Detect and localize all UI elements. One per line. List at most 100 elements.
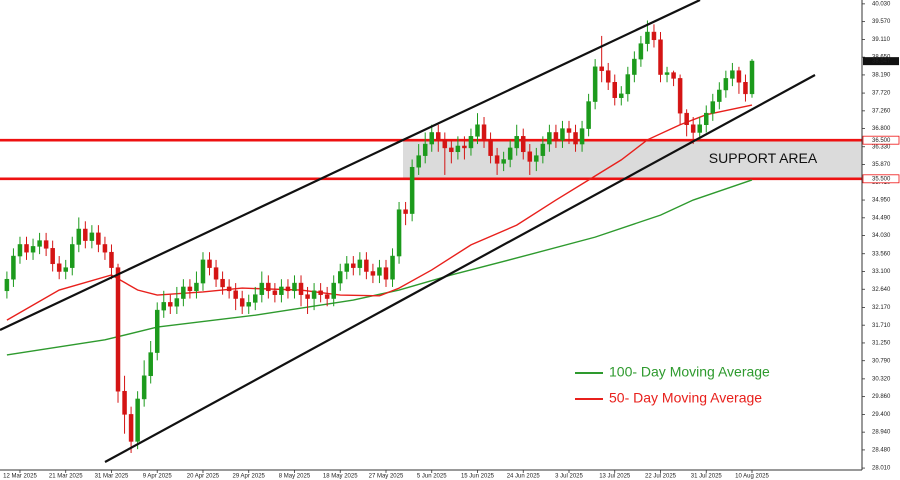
y-tick-label: 31.710 — [872, 323, 891, 329]
x-tick-label: 22 Jul 2025 — [645, 474, 677, 480]
x-tick-label: 3 Jul 2025 — [555, 474, 583, 480]
legend-label: 100- Day Moving Average — [609, 364, 770, 380]
candle-body — [187, 286, 193, 292]
candle-body — [331, 282, 336, 299]
y-tick-label: 34.490 — [872, 215, 891, 221]
candle-body — [736, 70, 742, 83]
candle-body — [743, 82, 748, 95]
candle-body — [239, 298, 245, 307]
y-tick-label: 32.640 — [872, 287, 891, 293]
candle-body — [141, 375, 147, 400]
candle-body — [148, 352, 153, 377]
candle-body — [553, 132, 559, 141]
legend-label: 50- Day Moving Average — [609, 390, 762, 406]
candle-body — [70, 244, 75, 268]
candle-body — [272, 290, 278, 295]
candle-body — [364, 259, 369, 272]
candle-body — [370, 271, 376, 276]
candle-body — [520, 136, 526, 153]
x-tick-label: 10 Aug 2025 — [735, 474, 769, 480]
candle-body — [161, 302, 167, 311]
x-tick-label: 21 Mar 2025 — [49, 474, 83, 480]
candle-body — [168, 302, 173, 307]
candle-body — [298, 282, 304, 295]
candle-body — [429, 132, 434, 145]
candle-body — [30, 246, 36, 253]
y-tick-label: 37.260 — [872, 108, 891, 114]
candle-body — [200, 259, 206, 284]
candle-body — [671, 72, 676, 79]
y-tick-label: 29.860 — [872, 394, 891, 400]
candle-body — [449, 147, 454, 153]
candle-body — [501, 159, 506, 164]
candle-body — [625, 74, 631, 95]
candle-body — [266, 282, 271, 292]
y-tick-label: 34.950 — [872, 198, 891, 204]
candle-body — [17, 244, 23, 257]
candle-body — [690, 124, 696, 133]
last-price-tag — [863, 57, 899, 66]
y-tick-label: 30.320 — [872, 376, 891, 382]
x-tick-label: 31 Mar 2025 — [95, 474, 129, 480]
candle-body — [416, 155, 421, 168]
y-tick-label: 39.110 — [872, 37, 891, 43]
candle-body — [710, 101, 716, 114]
candle-body — [651, 31, 657, 41]
candle-body — [154, 309, 160, 353]
candle-body — [462, 145, 467, 149]
last-price-label: 38.547 — [872, 59, 891, 65]
x-tick-label: 9 Apr 2025 — [143, 474, 173, 480]
candle-body — [494, 155, 500, 164]
candle-body — [507, 147, 513, 160]
candle-body — [246, 302, 251, 307]
candle-body — [63, 267, 68, 272]
candle-body — [717, 89, 722, 102]
candle-body — [43, 240, 49, 249]
candle-body — [586, 101, 591, 129]
candle-body — [305, 294, 310, 299]
candle-body — [436, 132, 441, 141]
candle-body — [638, 43, 644, 60]
candle-body — [344, 263, 350, 272]
x-tick-label: 15 Jun 2025 — [461, 474, 495, 480]
candle-body — [181, 286, 186, 299]
y-tick-label: 39.570 — [872, 19, 891, 25]
candle-body — [677, 78, 683, 114]
candle-body — [76, 228, 82, 245]
candle-body — [488, 139, 493, 156]
x-tick-label: 20 Apr 2025 — [187, 474, 220, 480]
candle-body — [4, 278, 10, 292]
candle-body — [89, 232, 95, 241]
candle-body — [311, 290, 317, 299]
candle-body — [684, 112, 689, 125]
candle-body — [619, 93, 624, 98]
candle-body — [579, 128, 585, 145]
y-tick-label: 30.790 — [872, 358, 891, 364]
candle-body — [174, 298, 180, 307]
candle-body — [24, 244, 29, 253]
candle-body — [403, 209, 408, 214]
candle-body — [592, 66, 598, 102]
candle-body — [658, 39, 663, 75]
candle-body — [83, 228, 88, 241]
x-tick-label: 8 May 2025 — [279, 474, 311, 480]
candle-body — [697, 124, 702, 133]
candle-body — [704, 112, 709, 125]
y-tick-label: 32.170 — [872, 305, 891, 311]
candle-body — [50, 248, 55, 265]
y-tick-label: 31.250 — [872, 341, 891, 347]
channel-upper-line — [0, 0, 701, 331]
y-tick-label: 33.560 — [872, 251, 891, 257]
candle-body — [605, 70, 611, 83]
y-tick-label: 28.940 — [872, 430, 891, 436]
x-tick-label: 27 May 2025 — [369, 474, 404, 480]
candle-body — [664, 72, 670, 75]
x-tick-label: 31 Jul 2025 — [691, 474, 723, 480]
candle-body — [468, 136, 474, 149]
candle-body — [645, 31, 650, 44]
x-tick-label: 18 May 2025 — [323, 474, 358, 480]
y-tick-label: 37.720 — [872, 91, 891, 97]
candle-body — [115, 267, 121, 392]
